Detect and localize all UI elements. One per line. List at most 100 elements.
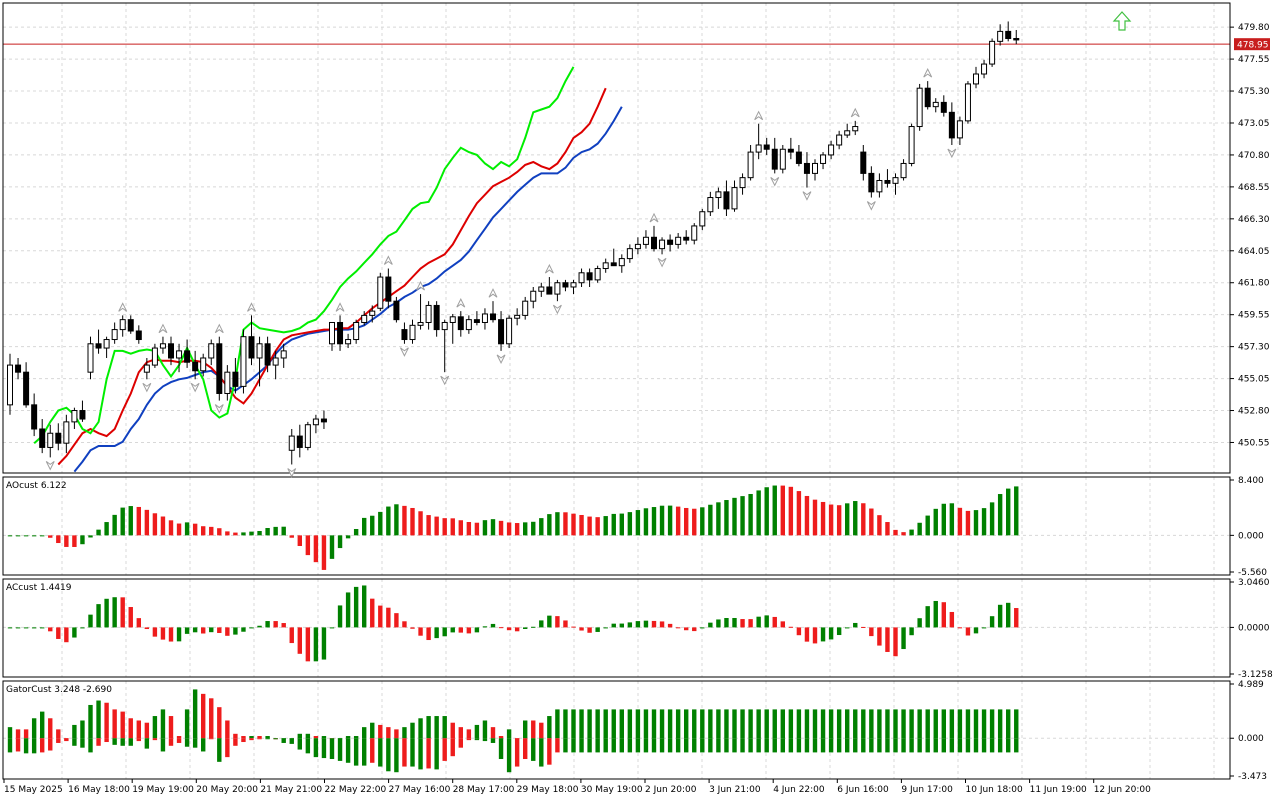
histogram-bar <box>386 506 391 536</box>
indicator-tick-label: -5.560 <box>1238 568 1267 578</box>
histogram-bar <box>144 722 150 739</box>
histogram-bar <box>434 516 439 536</box>
bear-candle <box>795 151 802 164</box>
histogram-bar <box>329 535 335 559</box>
histogram-bar <box>764 487 769 536</box>
histogram-bar <box>506 729 512 739</box>
pane-frame-0 <box>2 2 1231 474</box>
price-tick-label: 473.05 <box>1238 119 1270 129</box>
histogram-bar <box>378 724 383 739</box>
histogram-bar <box>329 738 335 760</box>
histogram-bar <box>144 738 150 749</box>
histogram-bar <box>611 738 616 753</box>
histogram-bar <box>925 515 930 536</box>
histogram-bar <box>241 532 246 536</box>
histogram-bar <box>925 738 930 753</box>
histogram-bar <box>40 627 45 629</box>
histogram-bar <box>209 627 214 633</box>
histogram-bar <box>756 616 761 628</box>
histogram-bar <box>80 627 85 629</box>
histogram-bar <box>973 738 979 753</box>
histogram-bar <box>845 709 850 739</box>
histogram-bar <box>853 622 858 628</box>
histogram-bar <box>7 627 13 629</box>
histogram-bar <box>667 738 673 753</box>
price-tick-label: 461.80 <box>1238 279 1270 289</box>
histogram-bar <box>619 623 624 628</box>
bear-candle <box>23 371 30 406</box>
histogram-bar <box>836 738 842 753</box>
histogram-bar <box>40 711 45 739</box>
bear-candle <box>337 321 344 345</box>
histogram-bar <box>700 627 705 629</box>
histogram-bar <box>241 736 246 739</box>
fractal-down-icon <box>496 354 506 365</box>
histogram-bar <box>104 522 109 536</box>
histogram-bar <box>981 709 987 739</box>
histogram-bar <box>458 627 463 633</box>
time-tick-label: 19 May 19:00 <box>132 785 194 795</box>
fractal-up-icon <box>456 298 466 308</box>
histogram-bar <box>893 529 898 536</box>
bull-candle <box>7 364 13 406</box>
histogram-bar <box>571 738 576 753</box>
histogram-bar <box>394 729 399 739</box>
histogram-bar <box>780 621 785 628</box>
histogram-bar <box>273 526 278 536</box>
histogram-bar <box>997 709 1003 739</box>
bull-candle <box>699 211 706 227</box>
histogram-bar <box>997 494 1003 536</box>
histogram-bar <box>514 523 520 536</box>
histogram-bar <box>345 592 351 628</box>
histogram-bar <box>362 727 367 739</box>
price-tick-label: 466.30 <box>1238 215 1270 225</box>
histogram-bar <box>23 738 29 754</box>
bear-candle <box>860 151 867 174</box>
histogram-bar <box>997 604 1003 628</box>
histogram-bar <box>144 509 150 536</box>
histogram-bar <box>587 709 592 739</box>
bull-candle <box>932 101 939 108</box>
histogram-bar <box>812 709 818 739</box>
bull-candle <box>481 313 488 323</box>
histogram-bar <box>981 508 987 536</box>
histogram-bar <box>708 709 713 739</box>
bull-candle <box>514 314 521 319</box>
histogram-bar <box>957 507 963 536</box>
histogram-bar <box>933 709 938 739</box>
histogram-bar <box>160 627 166 640</box>
histogram-bar <box>780 485 785 536</box>
histogram-bar <box>56 627 61 639</box>
time-tick-label: 6 Jun 16:00 <box>837 785 889 795</box>
histogram-bar <box>828 709 834 739</box>
histogram-bar <box>353 528 359 536</box>
bear-candle <box>651 236 657 250</box>
bull-candle <box>707 197 714 213</box>
histogram-bar <box>796 738 802 753</box>
histogram-bar <box>305 627 311 662</box>
fractal-down-icon <box>214 404 224 414</box>
histogram-bar <box>901 709 906 739</box>
panel-frames <box>2 2 1231 780</box>
price-axis[interactable]: 479.80 477.55 475.30 473.05 470.80 468.55 466.… <box>1230 23 1273 782</box>
bull-candle <box>63 421 70 444</box>
histogram-bar <box>651 620 657 628</box>
histogram-bar <box>370 598 375 628</box>
histogram-bar <box>949 611 955 628</box>
pane-frame-1 <box>2 476 1231 576</box>
histogram-bar <box>627 512 633 536</box>
histogram-bar <box>297 627 302 654</box>
histogram-bar <box>514 738 520 767</box>
histogram-bar <box>64 627 69 643</box>
bull-candle <box>425 304 432 323</box>
bull-candle <box>755 144 762 153</box>
histogram-bar <box>1006 709 1011 739</box>
histogram-bar <box>313 736 319 739</box>
histogram-bar <box>981 738 987 753</box>
histogram-bar <box>370 722 375 739</box>
histogram-bar <box>997 738 1003 753</box>
histogram-bar <box>225 531 230 536</box>
time-axis[interactable]: 15 May 2025 16 May 18:00 19 May 19:00 20 Ma… <box>3 779 1151 795</box>
histogram-bar <box>450 518 455 536</box>
